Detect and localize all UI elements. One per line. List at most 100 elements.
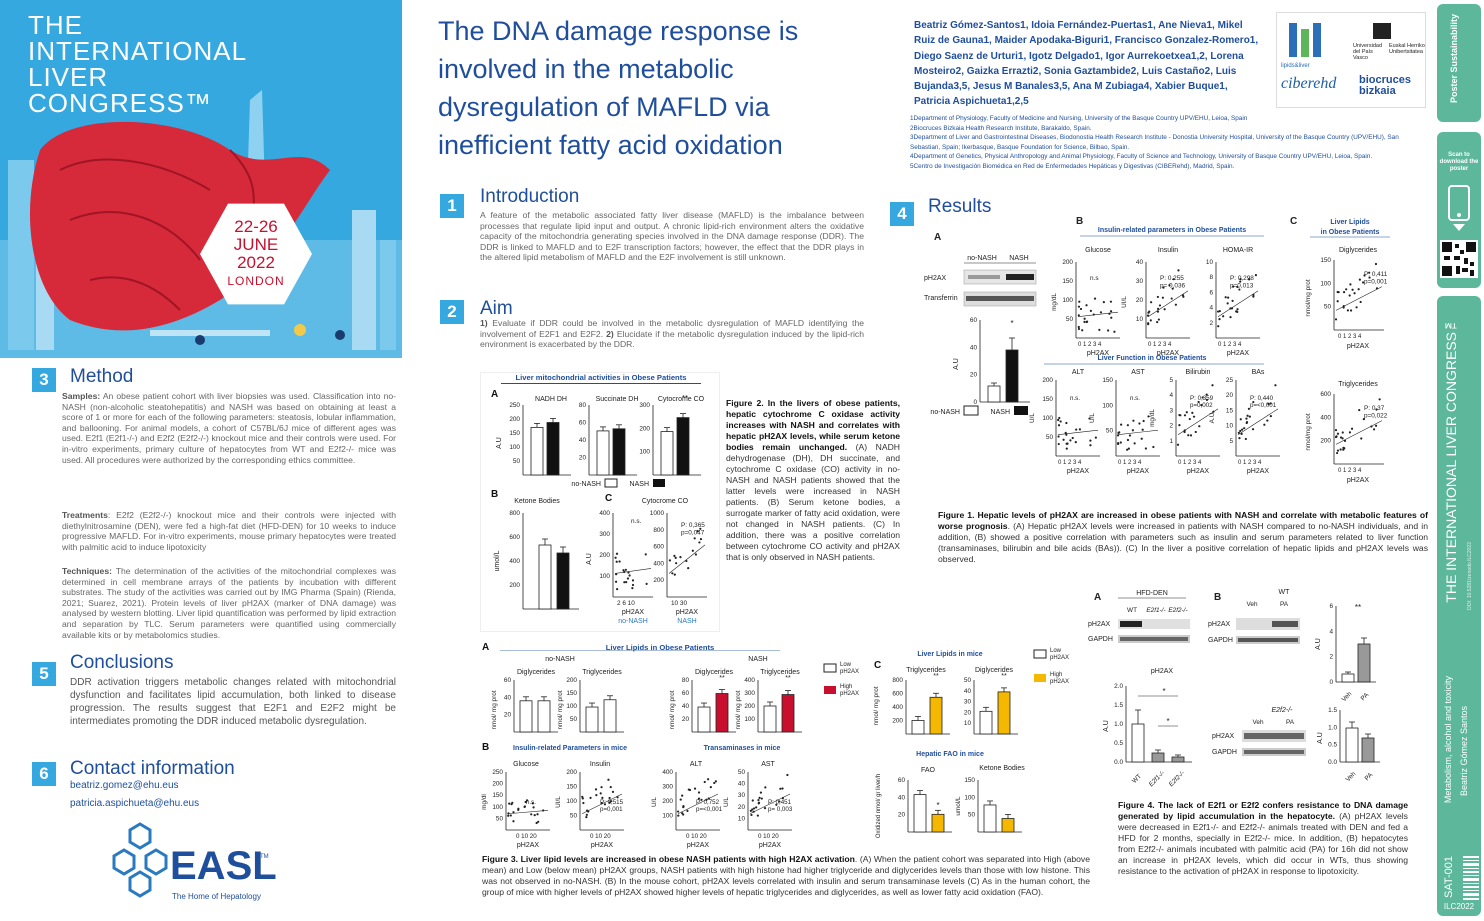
- fig1-lf-xticks: 0 1 2 3 4: [1178, 460, 1202, 466]
- fig3-a-title: Liver Lipids in Obese Patients: [605, 643, 715, 652]
- fig1b-2-tick: 10: [1206, 259, 1214, 266]
- fig3b-1-point: [582, 801, 585, 805]
- fig1c-xticks: 0 1 2 3 4: [1338, 468, 1362, 474]
- fig1-lf-2-point: [1183, 414, 1187, 417]
- ciberehd-logo: ciberehd: [1281, 75, 1337, 92]
- fig1c-1-point: [1348, 431, 1352, 434]
- fig1c-1-point: [1335, 435, 1338, 438]
- fig1-lf-2-point: [1185, 411, 1188, 414]
- fig3c-bar-high: [997, 691, 1011, 735]
- fig3b-xlabel: pH2AX: [591, 842, 614, 849]
- fig3b-2-point: [703, 780, 706, 784]
- fig1-lf-2-point: [1191, 411, 1194, 414]
- fig3-panel-b: B: [482, 742, 490, 753]
- fig2a-bar-nash: [546, 422, 560, 476]
- upv-logo-text: Universidad del País Vasco: [1353, 43, 1383, 61]
- fig1a-ylabel: A.U: [953, 358, 960, 370]
- sidebar-download[interactable]: Scan to download the poster: [1437, 132, 1481, 288]
- fig1b-xlabel: pH2AX: [1087, 350, 1110, 357]
- fig3b-2-point: [714, 780, 717, 783]
- fig1c-1-point: [1362, 418, 1365, 421]
- fig2c-nonash-point: [623, 581, 626, 584]
- fig2b-tick: 200: [509, 582, 520, 589]
- qr-code-icon[interactable]: [1440, 240, 1478, 278]
- fig3c-bar-high: [929, 696, 943, 735]
- fig4-blot-gapdh-band: [1120, 637, 1188, 641]
- fig1-lf-0-tick: 150: [1042, 396, 1053, 403]
- fig1-lf-0-point: [1094, 436, 1097, 439]
- fig1c-title2: in Obese Patients: [1321, 229, 1380, 236]
- fig1-lf-2-point: [1205, 393, 1208, 396]
- fig3c-fao-1-tick: 150: [964, 777, 975, 784]
- fig1c-xlabel: pH2AX: [1347, 477, 1370, 484]
- fig1b-stat: p=0,013: [1230, 282, 1254, 289]
- fig1b-1-point: [1150, 301, 1153, 304]
- fig2a-2-tick: 200: [639, 425, 650, 432]
- aim-text: 1) Evaluate if DDR could be involved in …: [480, 318, 864, 350]
- fig1c-stat: p=0,022: [1364, 412, 1388, 419]
- fig1b-0-tick: 200: [1062, 259, 1073, 266]
- fig1-lf-3-tick: 5: [1229, 438, 1233, 445]
- fig4a-tick: 1.0: [1114, 721, 1123, 728]
- fig1b-xlabel: pH2AX: [1227, 350, 1250, 357]
- fig1b-0-point: [1085, 304, 1088, 307]
- fig3-charts: no-NASH NASH Diglycerides 20 40 60 nmol/ mg pr…: [481, 650, 859, 849]
- fig1b-stat: P: 0.255: [1160, 275, 1184, 282]
- fig2c-nonash-point: [644, 553, 647, 556]
- fig4b-e2f2-blot-ph2ax-band: [1244, 733, 1304, 739]
- fig1-lf-0-point: [1069, 439, 1072, 442]
- fig1b-2-point: [1226, 302, 1229, 305]
- fig3a-bar-low: [585, 706, 599, 733]
- fig4b-e2f2-veh-label: Veh: [1252, 719, 1263, 726]
- figure-1: AB Cno-NASH NASHpH2AXTransferrin2040600*A.…: [924, 216, 1390, 484]
- fig4b-e2f2-label: E2f2-/-: [1271, 707, 1293, 714]
- fig1c-0-point: [1334, 318, 1338, 321]
- fig3b-3-tick: 30: [738, 792, 746, 799]
- fig3a-bar-low: [519, 700, 533, 733]
- fig2a-2-tick: 300: [639, 402, 650, 409]
- fig1-lf-0-tick: 200: [1042, 377, 1053, 384]
- fig2bc-charts: Ketone Bodies 200 400 600 800 umol/L Cytocrome…: [494, 498, 707, 625]
- fig1-lf-2-tick: 5: [1169, 377, 1173, 384]
- fig1-lf-title: Liver Function in Obese Patients: [1098, 355, 1207, 362]
- fig1c-0-trend-line: [1335, 286, 1383, 311]
- fig2c-nash-point: [668, 559, 672, 562]
- fig2c-nash-point: [675, 562, 678, 565]
- fig1b-0-point: [1077, 325, 1080, 329]
- fig1-lf-stat: P: 0,359: [1190, 395, 1214, 402]
- fig1c-0-point: [1349, 309, 1353, 312]
- fig1c-1-point: [1335, 451, 1339, 455]
- fig2-panel-c: C: [605, 493, 613, 504]
- fig1b-0-point: [1078, 300, 1081, 303]
- fig3b-1-point: [611, 790, 615, 793]
- fig1b-2-tick: 2: [1209, 320, 1213, 327]
- section-number-intro: 1: [440, 194, 464, 218]
- fig3b-1-tick: 100: [566, 798, 577, 805]
- fig3b-3-point: [752, 807, 756, 810]
- fig4b-xlabel-veh: Veh: [1341, 690, 1354, 703]
- fig2a-0-tick: 150: [509, 430, 520, 437]
- fig2c-stat: P: 0,365: [681, 522, 705, 529]
- fig2a-0-tick: 100: [509, 444, 520, 451]
- fig2b-bar-nonash: [538, 544, 552, 610]
- fig3a-bar-high: [603, 699, 617, 733]
- email-link-2[interactable]: patricia.aspichueta@ehu.eus: [70, 798, 200, 809]
- fig2-title: Liver mitochondrial activities in Obese …: [515, 373, 687, 382]
- fig4-row-gapdh: GAPDH: [1088, 636, 1113, 643]
- fig1-lf-0-point: [1062, 438, 1065, 441]
- fig1c-0-tick: 50: [1324, 304, 1332, 311]
- fig3a-bar-low: [763, 705, 777, 733]
- fig1b-xticks: 0 1 2 3 4: [1148, 342, 1172, 348]
- easl-tm: TM: [260, 854, 269, 860]
- fig3b-3-point: [775, 803, 778, 806]
- fig1b-0-tick: 150: [1062, 278, 1073, 285]
- fig2a-title: Succinate DH: [596, 396, 639, 403]
- fig3b-0-tick: 150: [492, 792, 503, 799]
- fig3b-title: AST: [761, 761, 775, 768]
- institution-logos: lipids&liver Universidad del País Vasco …: [1276, 12, 1426, 108]
- fig1b-0-point: [1079, 307, 1083, 311]
- fig3b-xticks: 0 10 20: [516, 833, 537, 840]
- fig3a-2-tick: 40: [682, 703, 690, 710]
- fig1-caption: Figure 1. Hepatic levels of pH2AX are in…: [938, 510, 1428, 564]
- email-link-1[interactable]: beatriz.gomez@ehu.eus: [70, 780, 179, 791]
